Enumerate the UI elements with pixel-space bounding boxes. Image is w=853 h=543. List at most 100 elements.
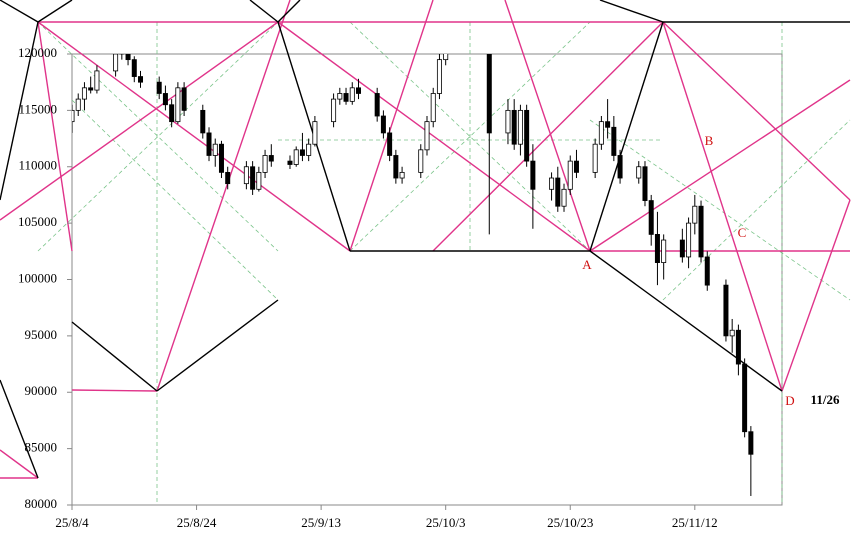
candle-body bbox=[418, 149, 424, 173]
x-tick-label: 25/10/23 bbox=[547, 515, 593, 530]
candle-body bbox=[605, 121, 611, 128]
candle-body bbox=[698, 205, 704, 258]
candle-body bbox=[686, 222, 692, 258]
candle-body bbox=[505, 109, 511, 134]
candle-body bbox=[206, 132, 212, 156]
candle-body bbox=[343, 93, 349, 102]
candle-body bbox=[530, 160, 536, 190]
candle-body bbox=[355, 87, 361, 94]
green-guides bbox=[37, 21, 851, 505]
candle-body bbox=[306, 143, 312, 156]
candle-body bbox=[443, 54, 449, 61]
y-tick-label: 120000 bbox=[18, 45, 57, 60]
x-tick-label: 25/9/13 bbox=[301, 515, 341, 530]
candle-body bbox=[380, 115, 386, 134]
candles bbox=[72, 26, 754, 496]
candle-body bbox=[549, 177, 555, 190]
candle-body bbox=[735, 329, 741, 365]
candle-body bbox=[72, 109, 75, 123]
candle-body bbox=[679, 239, 685, 258]
candle-body bbox=[561, 188, 567, 207]
y-tick-label: 90000 bbox=[25, 383, 58, 398]
candle-body bbox=[436, 59, 442, 94]
candle-body bbox=[661, 239, 667, 263]
candle-body bbox=[119, 54, 125, 55]
candle-body bbox=[486, 54, 492, 134]
candle-body bbox=[293, 149, 299, 165]
candle-body bbox=[156, 81, 162, 94]
candle-body bbox=[349, 87, 355, 102]
candle-body bbox=[399, 171, 405, 179]
candle-body bbox=[742, 363, 748, 433]
candle-body bbox=[212, 143, 218, 156]
candle-body bbox=[169, 104, 175, 123]
candle-body bbox=[430, 93, 436, 123]
candle-body bbox=[125, 54, 131, 61]
annotation: C bbox=[738, 225, 747, 240]
candle-body bbox=[287, 160, 293, 165]
y-tick-label: 110000 bbox=[18, 158, 57, 173]
annotation: A bbox=[582, 257, 592, 272]
y-tick-label: 115000 bbox=[18, 101, 57, 116]
y-tick-label: 85000 bbox=[25, 440, 58, 455]
candle-body bbox=[94, 70, 100, 91]
candle-body bbox=[573, 160, 579, 173]
candle-body bbox=[636, 166, 642, 179]
y-tick-label: 105000 bbox=[18, 214, 57, 229]
candle-body bbox=[468, 26, 472, 37]
candle-body bbox=[704, 256, 710, 286]
candle-body bbox=[243, 166, 249, 185]
x-tick-label: 25/10/3 bbox=[426, 515, 466, 530]
x-tick-label: 25/8/4 bbox=[55, 515, 89, 530]
candle-body bbox=[88, 87, 94, 91]
candle-body bbox=[162, 93, 168, 106]
candle-body bbox=[75, 98, 81, 111]
x-tick-label: 25/8/24 bbox=[177, 515, 217, 530]
annotation: B bbox=[705, 133, 714, 148]
candle-body bbox=[654, 233, 660, 263]
candle-body bbox=[611, 126, 617, 156]
candle-body bbox=[598, 121, 604, 145]
candle-body bbox=[393, 155, 399, 179]
y-tick-label: 80000 bbox=[25, 496, 58, 511]
candle-body bbox=[81, 87, 87, 100]
candle-body bbox=[642, 166, 648, 201]
candle-body bbox=[250, 166, 256, 190]
candle-body bbox=[131, 59, 137, 77]
candle-body bbox=[268, 155, 274, 162]
candle-body bbox=[424, 121, 430, 151]
candle-body bbox=[175, 87, 181, 123]
candle-body bbox=[692, 205, 698, 224]
candle-body bbox=[374, 93, 380, 117]
annotation: D bbox=[785, 393, 794, 408]
candle-body bbox=[748, 431, 754, 455]
candle-body bbox=[113, 54, 119, 72]
black-lines bbox=[0, 0, 850, 479]
candle-body bbox=[462, 26, 466, 49]
candle-body bbox=[312, 121, 318, 145]
candle-body bbox=[256, 171, 262, 190]
candle-body bbox=[138, 76, 144, 83]
candle-body bbox=[524, 109, 530, 162]
candle-body bbox=[617, 155, 623, 179]
candle-body bbox=[517, 109, 523, 145]
candle-body bbox=[592, 143, 598, 173]
candle-body bbox=[648, 200, 654, 235]
candle-body bbox=[200, 109, 206, 134]
y-tick-label: 95000 bbox=[25, 327, 58, 342]
candle-body bbox=[729, 329, 735, 337]
candle-body bbox=[723, 284, 729, 337]
candle-body bbox=[555, 177, 561, 207]
pink-lines bbox=[0, 0, 851, 479]
annotation: 11/26 bbox=[811, 392, 840, 407]
candle-body bbox=[511, 109, 517, 145]
candle-body bbox=[567, 160, 573, 190]
candle-body bbox=[225, 171, 231, 185]
candle-body bbox=[181, 87, 187, 111]
y-tick-label: 100000 bbox=[18, 270, 57, 285]
candle-body bbox=[218, 143, 224, 173]
candle-body bbox=[299, 149, 305, 156]
candle-body bbox=[337, 93, 343, 100]
x-tick-label: 25/11/12 bbox=[672, 515, 718, 530]
